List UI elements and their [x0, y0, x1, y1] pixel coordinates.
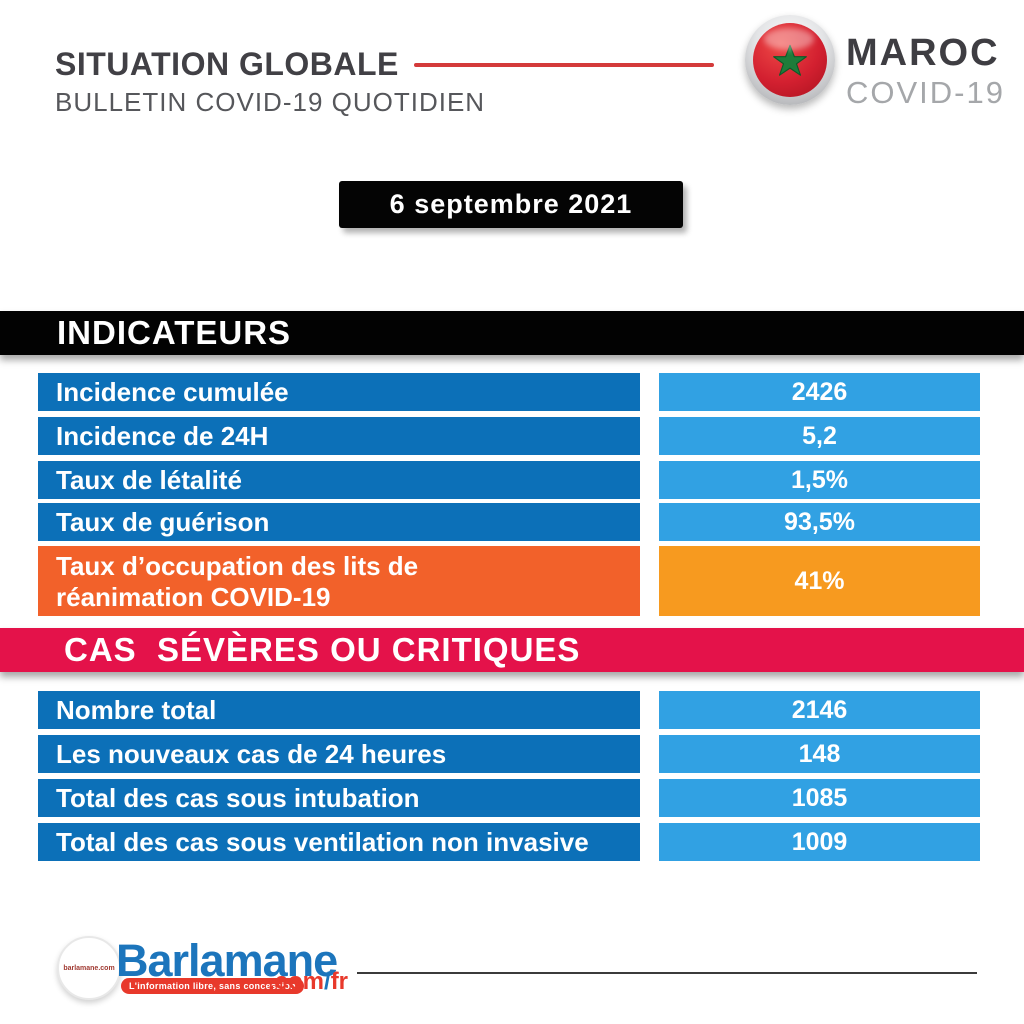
table-row-value: 2146 — [659, 691, 980, 729]
footer-divider-line — [357, 972, 977, 974]
table-row-label: Incidence de 24H — [38, 417, 640, 455]
section-title: CAS SÉVÈRES OU CRITIQUES — [64, 631, 581, 668]
table-row-value: 41% — [659, 546, 980, 616]
table-row-label: Total des cas sous intubation — [38, 779, 640, 817]
table-row-label: Taux d’occupation des lits de réanimatio… — [38, 546, 640, 616]
footer-tagline-badge: L'information libre, sans concession — [121, 978, 304, 994]
table-row-value: 148 — [659, 735, 980, 773]
flag-gloss-highlight — [764, 28, 814, 50]
table-row-value: 2426 — [659, 373, 980, 411]
green-star-icon — [773, 44, 807, 76]
table-row-label: Taux de guérison — [38, 503, 640, 541]
table-row-label: Incidence cumulée — [38, 373, 640, 411]
table-row-label: Nombre total — [38, 691, 640, 729]
table-row-label: Total des cas sous ventilation non invas… — [38, 823, 640, 861]
footer-domain-com: .com — [268, 968, 325, 995]
table-row-label: Taux de létalité — [38, 461, 640, 499]
footer-domain-separator: / — [324, 968, 331, 995]
brand-country-label: MAROC — [846, 32, 1000, 74]
morocco-flag-field — [753, 23, 827, 97]
brand-program-label: COVID-19 — [846, 75, 1005, 110]
section-banner-indicateurs: INDICATEURS — [0, 311, 1024, 355]
barlamane-logo-icon: barlamane.com — [57, 936, 121, 1000]
table-row-value: 5,2 — [659, 417, 980, 455]
date-badge: 6 septembre 2021 — [339, 181, 683, 228]
morocco-flag-icon — [745, 15, 835, 105]
footer-domain: .com/fr — [268, 968, 348, 996]
table-row-value: 1,5% — [659, 461, 980, 499]
table-row-value: 93,5% — [659, 503, 980, 541]
footer-brand-name: Barlamane — [116, 935, 338, 986]
footer-domain-tld: fr — [330, 968, 349, 995]
table-row-label-text: Taux d’occupation des lits de réanimatio… — [56, 551, 419, 612]
section-banner-cas-severes: CAS SÉVÈRES OU CRITIQUES — [0, 628, 1024, 672]
table-row-value: 1009 — [659, 823, 980, 861]
barlamane-logo-text: barlamane.com — [63, 964, 115, 972]
section-title: INDICATEURS — [57, 314, 292, 351]
page-subtitle: BULLETIN COVID-19 QUOTIDIEN — [55, 87, 486, 117]
header-accent-line — [414, 63, 714, 67]
table-row-label: Les nouveaux cas de 24 heures — [38, 735, 640, 773]
page-title: SITUATION GLOBALE — [55, 46, 399, 82]
table-row-value: 1085 — [659, 779, 980, 817]
